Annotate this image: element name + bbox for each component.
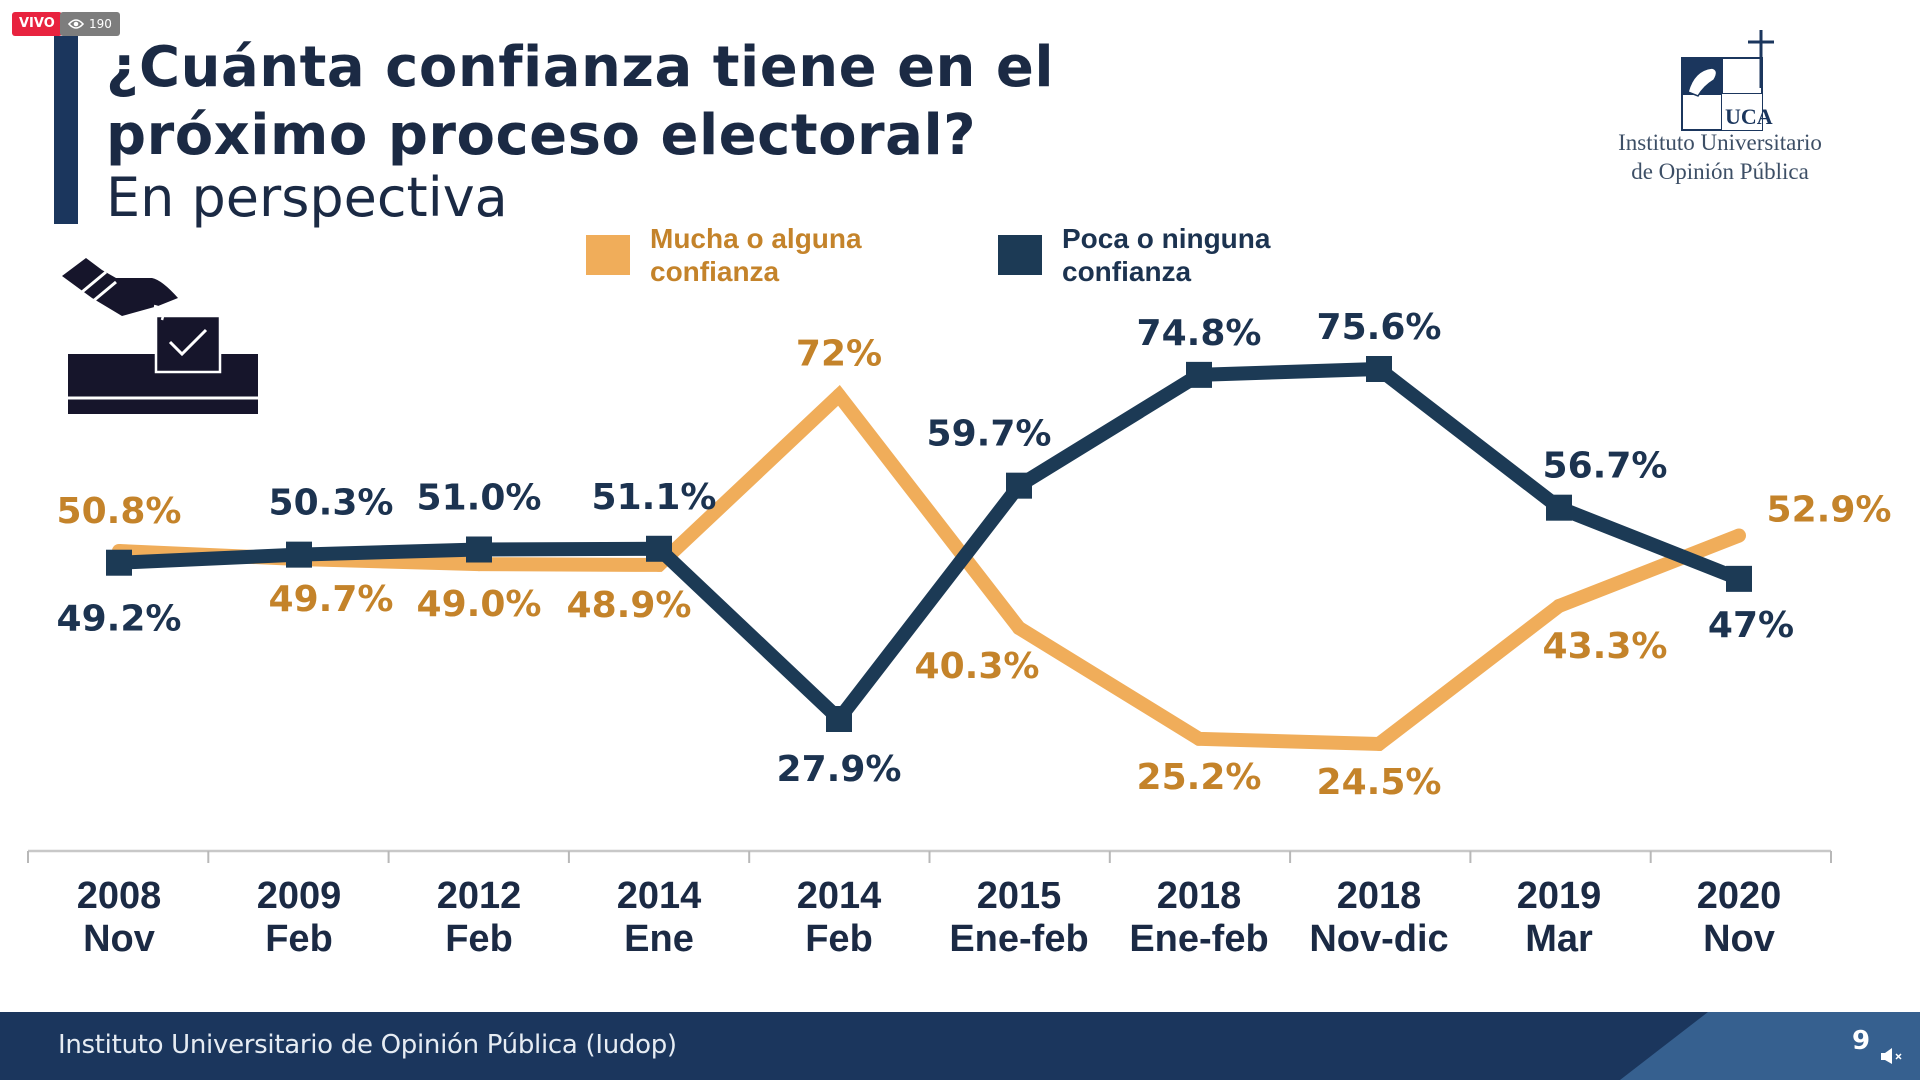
data-point-marker bbox=[1726, 565, 1752, 592]
page-title: ¿Cuánta confianza tiene en el próximo pr… bbox=[106, 34, 1054, 170]
data-point bbox=[1192, 731, 1206, 746]
x-tick-label-period: Ene-feb bbox=[1129, 918, 1268, 960]
data-point-marker bbox=[106, 549, 132, 576]
x-tick-label-year: 2019 bbox=[1517, 875, 1602, 917]
page-number: 9 bbox=[1852, 1026, 1871, 1056]
data-point bbox=[1012, 621, 1026, 636]
viewer-count-badge: 190 bbox=[60, 12, 120, 36]
data-label: 25.2% bbox=[1137, 757, 1262, 798]
x-tick-label-year: 2014 bbox=[797, 875, 882, 917]
legend-label-mucha: Mucha o alguna confianza bbox=[650, 223, 862, 287]
data-label: 40.3% bbox=[915, 646, 1040, 687]
data-label: 56.7% bbox=[1543, 446, 1668, 487]
data-point-marker bbox=[646, 535, 672, 562]
data-point-marker bbox=[1546, 494, 1572, 521]
data-point bbox=[1732, 528, 1746, 543]
uca-logo: UCA bbox=[1681, 30, 1774, 131]
logo-caption-line-2: de Opinión Pública bbox=[1631, 159, 1809, 184]
legend-item-poca: Poca o ninguna confianza bbox=[998, 222, 1312, 288]
data-point-marker bbox=[1006, 472, 1032, 499]
x-tick-label-period: Feb bbox=[265, 918, 333, 960]
x-tick-label-year: 2018 bbox=[1157, 875, 1242, 917]
footer-source: Instituto Universitario de Opinión Públi… bbox=[58, 1030, 677, 1060]
data-point bbox=[1372, 736, 1386, 751]
data-labels: 50.8% 49.7% 49.0% 48.9% 72% 40.3% 25.2% 24.5% 43… bbox=[57, 307, 1892, 803]
x-tick-labels: 2008Nov2009Feb2012Feb2014Ene2014Feb2015E… bbox=[77, 875, 1782, 960]
data-label: 47% bbox=[1708, 605, 1794, 646]
footer-bar: Instituto Universitario de Opinión Públi… bbox=[0, 1012, 1920, 1080]
data-point bbox=[1552, 599, 1566, 614]
logo-caption: Instituto Universitario de Opinión Públi… bbox=[1580, 128, 1860, 186]
title-line-2: próximo proceso electoral? bbox=[106, 103, 977, 168]
data-label: 74.8% bbox=[1137, 313, 1262, 354]
data-label: 59.7% bbox=[927, 414, 1052, 455]
x-tick-label-period: Nov bbox=[1703, 918, 1775, 960]
page-subtitle: En perspectiva bbox=[106, 166, 508, 229]
data-label: 51.1% bbox=[592, 477, 717, 518]
legend-swatch-navy bbox=[998, 235, 1042, 275]
logo-mark-text: UCA bbox=[1725, 104, 1773, 129]
legend-swatch-orange bbox=[586, 235, 630, 275]
data-label: 50.8% bbox=[57, 491, 182, 532]
x-axis bbox=[27, 849, 1832, 863]
x-tick-label-year: 2015 bbox=[977, 875, 1062, 917]
logo-mark: UCA bbox=[1681, 30, 1774, 131]
data-point-marker bbox=[1366, 356, 1392, 382]
ballot-box-icon bbox=[62, 258, 258, 414]
data-label: 49.7% bbox=[269, 579, 394, 620]
footer-accent-shape bbox=[1620, 1012, 1920, 1080]
data-label: 24.5% bbox=[1317, 762, 1442, 803]
series-line-poca bbox=[118, 361, 1742, 730]
title-line-1: ¿Cuánta confianza tiene en el bbox=[106, 35, 1055, 100]
data-label: 75.6% bbox=[1317, 307, 1442, 348]
eye-icon bbox=[68, 19, 84, 29]
x-tick-label-year: 2008 bbox=[77, 875, 162, 917]
data-label: 72% bbox=[796, 333, 882, 374]
data-label: 49.2% bbox=[57, 599, 182, 640]
viewer-count: 190 bbox=[89, 17, 112, 31]
x-tick-label-period: Ene-feb bbox=[949, 918, 1088, 960]
x-tick-label-year: 2009 bbox=[257, 875, 342, 917]
x-tick-label-period: Mar bbox=[1525, 918, 1593, 960]
x-tick-label-period: Feb bbox=[805, 918, 873, 960]
title-accent-bar bbox=[54, 36, 78, 224]
x-tick-label-period: Feb bbox=[445, 918, 513, 960]
x-tick-label-period: Nov-dic bbox=[1309, 918, 1448, 960]
series-layer bbox=[106, 356, 1752, 752]
x-tick-label-period: Nov bbox=[83, 918, 155, 960]
legend-label-poca: Poca o ninguna confianza bbox=[1062, 223, 1271, 287]
live-badge: VIVO bbox=[12, 12, 62, 36]
data-point-marker bbox=[826, 706, 852, 732]
x-tick-label-period: Ene bbox=[624, 918, 694, 960]
data-label: 49.0% bbox=[417, 584, 542, 625]
series-line-mucha bbox=[118, 385, 1742, 752]
data-label: 48.9% bbox=[567, 585, 692, 626]
data-label: 50.3% bbox=[269, 483, 394, 524]
data-label: 43.3% bbox=[1543, 626, 1668, 667]
x-tick-label-year: 2014 bbox=[617, 875, 702, 917]
data-label: 51.0% bbox=[417, 478, 542, 519]
x-tick-label-year: 2018 bbox=[1337, 875, 1422, 917]
data-label: 27.9% bbox=[777, 749, 902, 790]
data-point-marker bbox=[466, 536, 492, 563]
x-tick-label-year: 2012 bbox=[437, 875, 522, 917]
data-label: 52.9% bbox=[1767, 490, 1892, 531]
data-point-marker bbox=[286, 541, 312, 568]
x-tick-label-year: 2020 bbox=[1697, 875, 1782, 917]
data-point-marker bbox=[1186, 361, 1212, 388]
logo-caption-line-1: Instituto Universitario bbox=[1618, 130, 1822, 155]
speaker-muted-icon[interactable] bbox=[1880, 1046, 1906, 1066]
data-point bbox=[832, 388, 846, 403]
legend-item-mucha: Mucha o alguna confianza bbox=[586, 222, 920, 288]
line-chart: 50.8% 49.7% 49.0% 48.9% 72% 40.3% 25.2% 24.5% 43… bbox=[27, 307, 1892, 960]
